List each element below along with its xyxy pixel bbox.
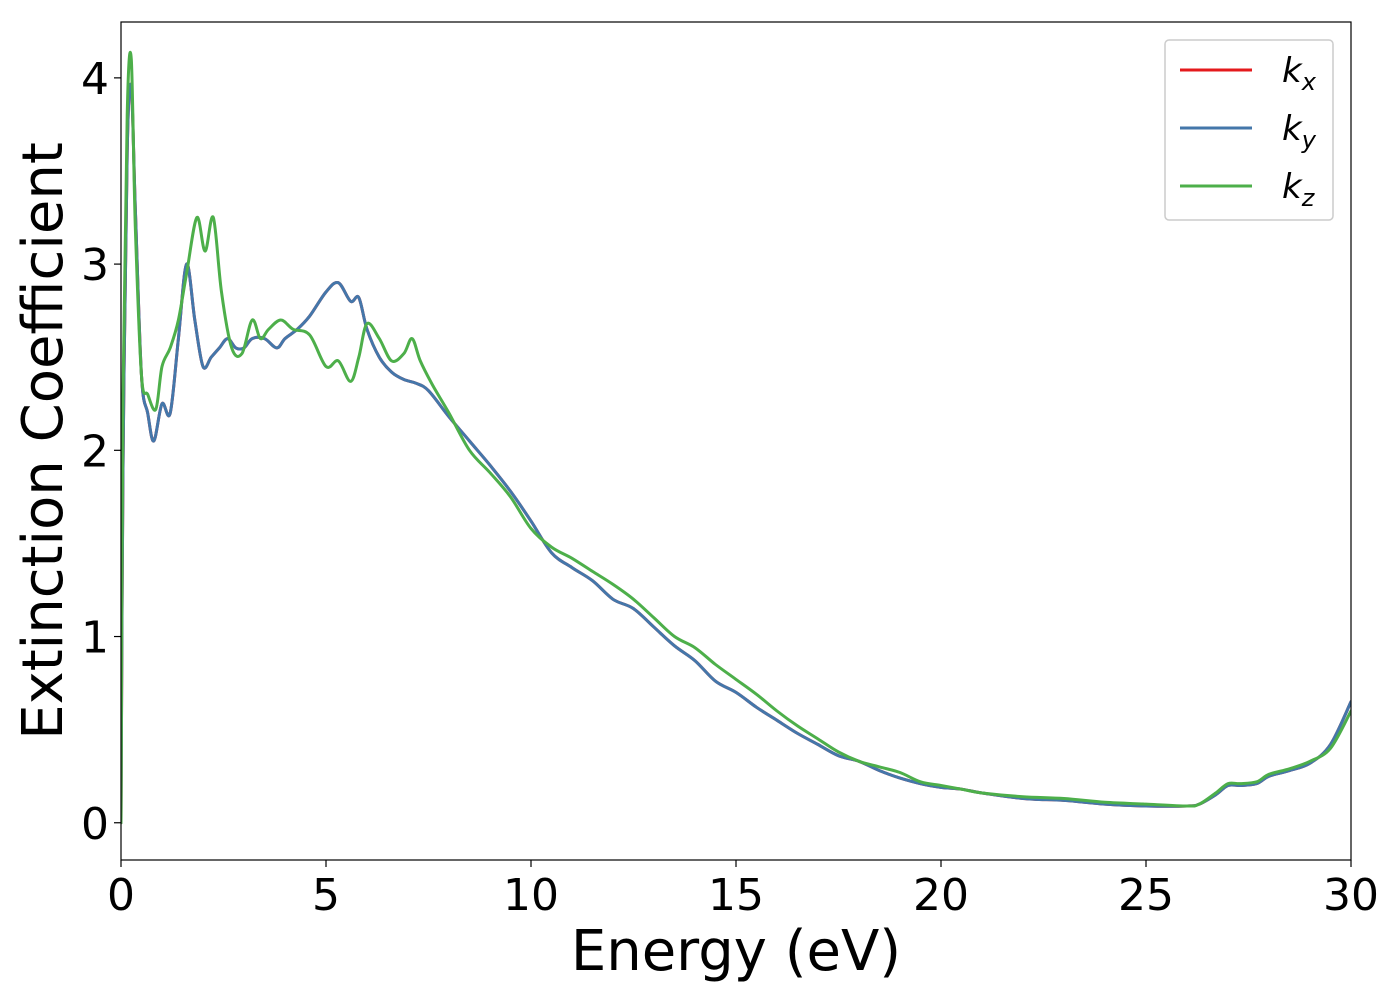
legend-label-k-z: kz: [1282, 167, 1316, 212]
y-axis: 0 1 2 3 4: [81, 54, 121, 850]
y-tick-label: 1: [81, 613, 109, 664]
x-tick-label: 30: [1323, 870, 1379, 921]
x-tick-label: 5: [312, 870, 340, 921]
series-line-k-z: [121, 51, 1351, 825]
x-axis-label: Energy (eV): [571, 919, 901, 984]
x-tick-label: 15: [708, 870, 764, 921]
legend-box: [1164, 39, 1334, 221]
plot-area: [121, 51, 1351, 825]
y-tick-label: 2: [81, 426, 109, 477]
x-tick-label: 10: [503, 870, 559, 921]
y-axis-label: Extinction Coefficient: [11, 142, 76, 740]
legend-label-k-y: ky: [1282, 109, 1317, 154]
x-tick-label: 25: [1118, 870, 1174, 921]
legend: kx ky kz: [1164, 39, 1334, 221]
x-tick-label: 0: [107, 870, 135, 921]
series-line-k-y: [121, 82, 1351, 825]
x-axis: 0 5 10 15 20 25 30: [107, 860, 1379, 921]
y-tick-label: 0: [81, 799, 109, 850]
x-tick-label: 20: [913, 870, 969, 921]
y-tick-label: 3: [81, 240, 109, 291]
legend-label-k-x: kx: [1282, 51, 1317, 96]
y-tick-label: 4: [81, 54, 109, 105]
